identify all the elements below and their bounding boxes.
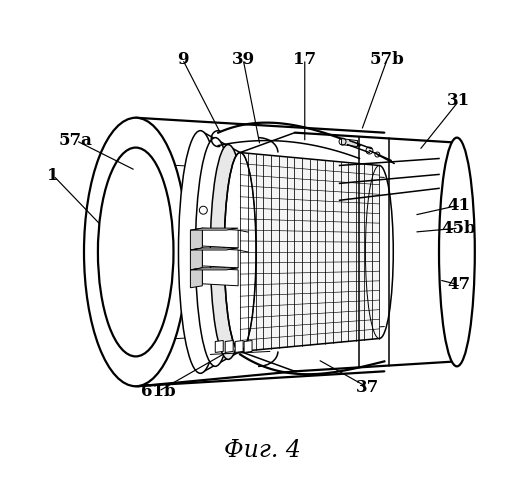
Text: 41: 41 bbox=[447, 196, 471, 214]
Polygon shape bbox=[235, 340, 243, 352]
Polygon shape bbox=[190, 228, 238, 230]
Polygon shape bbox=[202, 228, 238, 248]
Polygon shape bbox=[342, 138, 357, 146]
Polygon shape bbox=[190, 248, 238, 250]
Polygon shape bbox=[190, 268, 238, 270]
Polygon shape bbox=[190, 248, 202, 270]
Text: 37: 37 bbox=[356, 378, 379, 396]
Polygon shape bbox=[225, 340, 233, 352]
Polygon shape bbox=[244, 340, 252, 352]
Ellipse shape bbox=[224, 152, 256, 352]
Polygon shape bbox=[240, 152, 379, 352]
Ellipse shape bbox=[133, 164, 189, 340]
Text: 45b: 45b bbox=[442, 220, 476, 236]
Ellipse shape bbox=[98, 148, 173, 356]
Text: 17: 17 bbox=[293, 50, 316, 68]
Text: 57a: 57a bbox=[59, 132, 93, 149]
Ellipse shape bbox=[210, 144, 246, 360]
Text: Фиг. 4: Фиг. 4 bbox=[224, 440, 300, 462]
Polygon shape bbox=[190, 268, 202, 288]
Ellipse shape bbox=[179, 130, 222, 374]
Ellipse shape bbox=[439, 138, 475, 366]
Polygon shape bbox=[295, 132, 457, 372]
Text: 61b: 61b bbox=[141, 382, 176, 400]
Polygon shape bbox=[215, 340, 223, 352]
Ellipse shape bbox=[117, 156, 180, 348]
Ellipse shape bbox=[84, 118, 188, 386]
Text: 1: 1 bbox=[47, 167, 59, 184]
Text: 31: 31 bbox=[447, 92, 471, 110]
Text: 39: 39 bbox=[232, 50, 255, 68]
Polygon shape bbox=[202, 268, 238, 286]
Polygon shape bbox=[190, 228, 202, 250]
Text: 47: 47 bbox=[447, 276, 471, 293]
Text: 9: 9 bbox=[177, 50, 188, 68]
Polygon shape bbox=[202, 248, 238, 268]
Text: 57b: 57b bbox=[370, 50, 405, 68]
Ellipse shape bbox=[195, 138, 235, 366]
